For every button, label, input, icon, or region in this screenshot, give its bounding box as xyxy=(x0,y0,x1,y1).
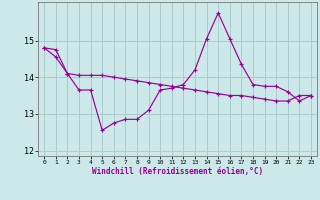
X-axis label: Windchill (Refroidissement éolien,°C): Windchill (Refroidissement éolien,°C) xyxy=(92,167,263,176)
